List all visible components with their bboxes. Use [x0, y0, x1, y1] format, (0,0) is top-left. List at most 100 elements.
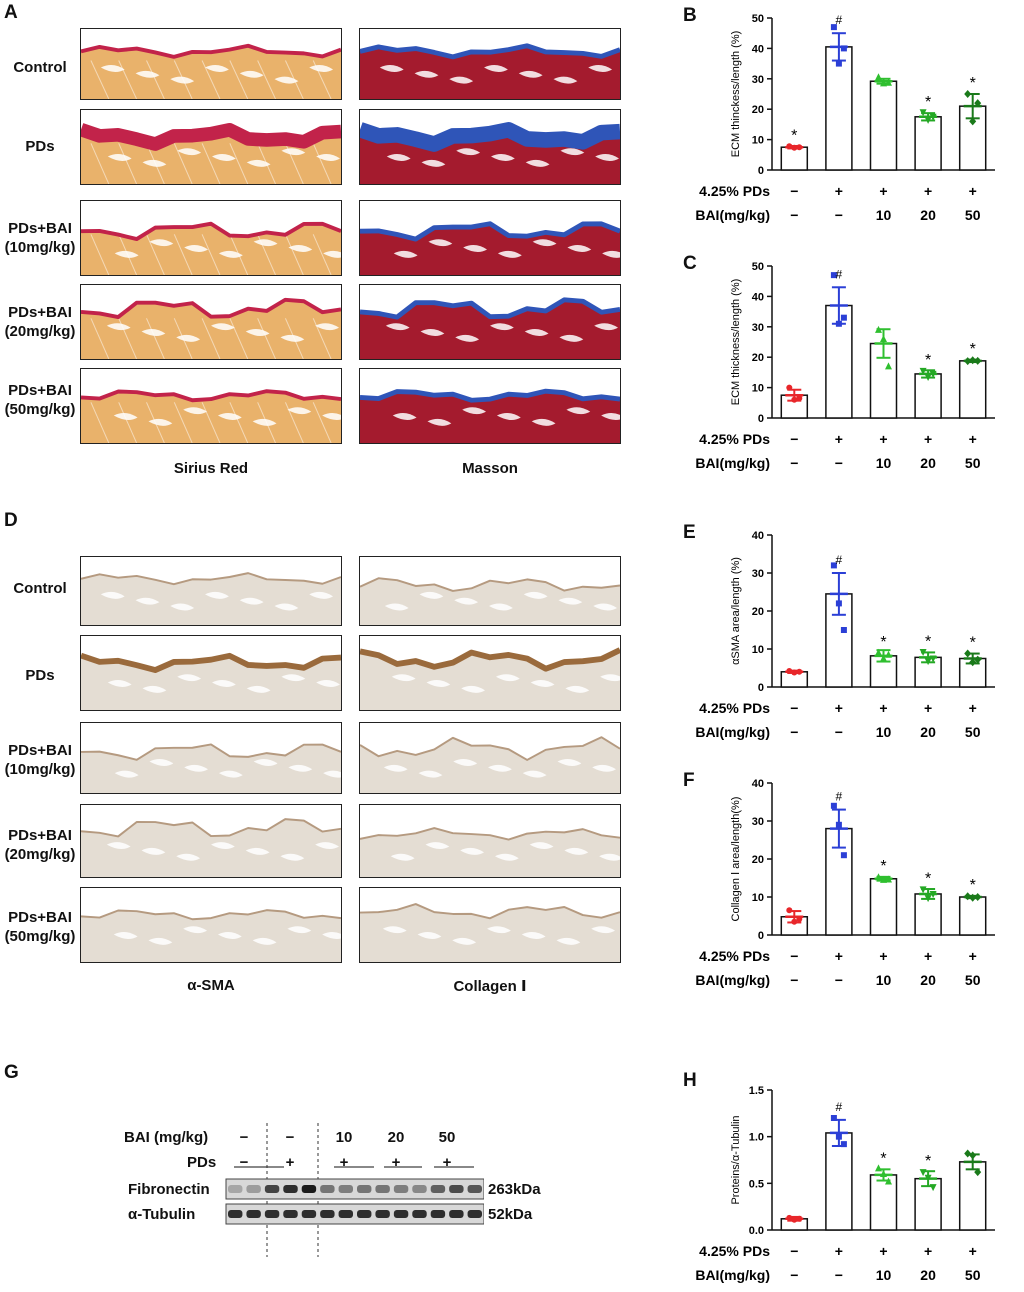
condition-value: + — [969, 948, 977, 964]
significance-marker: * — [880, 858, 886, 875]
fibre-gap — [141, 329, 166, 336]
fibre-gap — [252, 937, 277, 945]
panel-label-d: D — [4, 510, 18, 531]
condition-value: 20 — [920, 1267, 936, 1283]
collagen-bai50-image — [359, 887, 621, 963]
y-tick-label: 40 — [752, 778, 764, 790]
data-point — [796, 1215, 803, 1222]
fibronectin-band — [393, 1185, 409, 1193]
fibre-gap — [566, 407, 591, 415]
significance-marker: # — [836, 13, 843, 27]
condition-label: BAI(mg/kg) — [695, 724, 770, 740]
fibre-gap — [385, 323, 410, 331]
panel-label-h: H — [683, 1070, 697, 1091]
y-tick-label: 30 — [752, 568, 764, 580]
fibre-gap — [288, 245, 313, 252]
condition-value: 10 — [876, 455, 892, 471]
condition-value: − — [790, 948, 798, 964]
masson-bai10-image — [359, 200, 621, 276]
panel-label-f: F — [683, 770, 695, 791]
bar — [958, 1161, 987, 1231]
tissue-region — [360, 391, 620, 443]
fibre-gap — [565, 685, 590, 693]
fibre-gap — [205, 591, 229, 599]
fibre-gap — [588, 65, 613, 72]
fibre-line — [90, 143, 110, 184]
fibronectin-band — [375, 1185, 390, 1193]
fibre-gap — [594, 323, 619, 331]
fibre-gap — [386, 154, 411, 161]
y-tick-label: 40 — [752, 43, 764, 55]
condition-value: − — [835, 724, 843, 740]
row-label-d-bai10: PDs+BAI (10mg/kg) — [4, 742, 76, 778]
data-point — [840, 1141, 847, 1148]
fibre-gap — [274, 76, 299, 84]
tubulin-band — [412, 1210, 427, 1218]
wb-pds-value: + — [442, 1154, 452, 1171]
tubulin-band — [301, 1210, 317, 1218]
fibre-gap — [599, 853, 620, 861]
fibre-gap — [245, 847, 270, 855]
fibre-line — [229, 143, 249, 184]
sirius-red-bai10-image — [80, 200, 342, 276]
data-point — [796, 668, 803, 675]
fibre-gap — [489, 603, 513, 611]
fibre-gap — [559, 334, 584, 342]
data-point — [880, 875, 887, 883]
tubulin-band — [228, 1210, 243, 1218]
fibre-line — [118, 402, 138, 443]
fibre-gap — [253, 239, 278, 247]
fibre-gap — [287, 407, 312, 415]
y-tick-label: 10 — [752, 135, 764, 147]
fibre-gap — [322, 413, 341, 420]
ecm-layer — [360, 122, 620, 152]
fibronectin-band — [357, 1185, 372, 1193]
significance-marker: * — [925, 352, 931, 369]
fibre-gap — [425, 842, 450, 850]
fibre-gap — [323, 770, 341, 778]
wb-band-name: Fibronectin — [128, 1181, 210, 1198]
row-label-d-control: Control — [13, 580, 67, 597]
fibre-gap — [382, 926, 407, 934]
fibre-gap — [488, 764, 512, 772]
fibre-line — [146, 60, 165, 99]
condition-label: BAI(mg/kg) — [695, 207, 770, 223]
significance-marker: # — [836, 267, 843, 281]
fibre-gap — [149, 759, 174, 766]
fibre-gap — [557, 759, 582, 766]
y-tick-label: 20 — [752, 854, 764, 866]
data-point — [840, 852, 847, 859]
condition-value: − — [790, 1243, 798, 1259]
fibre-gap — [252, 418, 277, 426]
fibre-gap — [100, 591, 125, 599]
data-point — [974, 655, 982, 664]
data-point — [924, 658, 932, 666]
fibre-gap — [211, 680, 236, 687]
y-axis-label: Collagen Ⅰ area/length(%) — [730, 797, 742, 922]
condition-value: 10 — [876, 972, 892, 988]
condition-label: BAI(mg/kg) — [695, 1267, 770, 1283]
data-point — [964, 649, 972, 658]
data-point — [796, 916, 803, 923]
masson-pds-image — [359, 109, 621, 185]
y-tick-label: 0 — [758, 930, 764, 942]
condition-value: + — [924, 700, 932, 716]
asma-bai50-image — [80, 887, 342, 963]
tubulin-band — [393, 1210, 409, 1218]
tissue-region — [81, 299, 341, 359]
y-axis-label: ECM thickness/length (%) — [730, 279, 742, 406]
data-point — [919, 886, 927, 894]
fibronectin-band — [338, 1185, 353, 1193]
caption-sirius-red: Sirius Red — [173, 460, 249, 477]
fibre-gap — [564, 847, 589, 855]
fibre-gap — [177, 148, 202, 156]
fibre-gap — [211, 323, 235, 331]
tissue-region — [360, 737, 620, 793]
data-point — [885, 78, 892, 86]
ecm-layer — [360, 221, 620, 242]
data-point — [835, 1133, 842, 1140]
fibre-gap — [390, 853, 415, 861]
ecm-layer — [360, 647, 620, 672]
fibre-gap — [418, 770, 443, 778]
fibre-gap — [309, 591, 334, 599]
